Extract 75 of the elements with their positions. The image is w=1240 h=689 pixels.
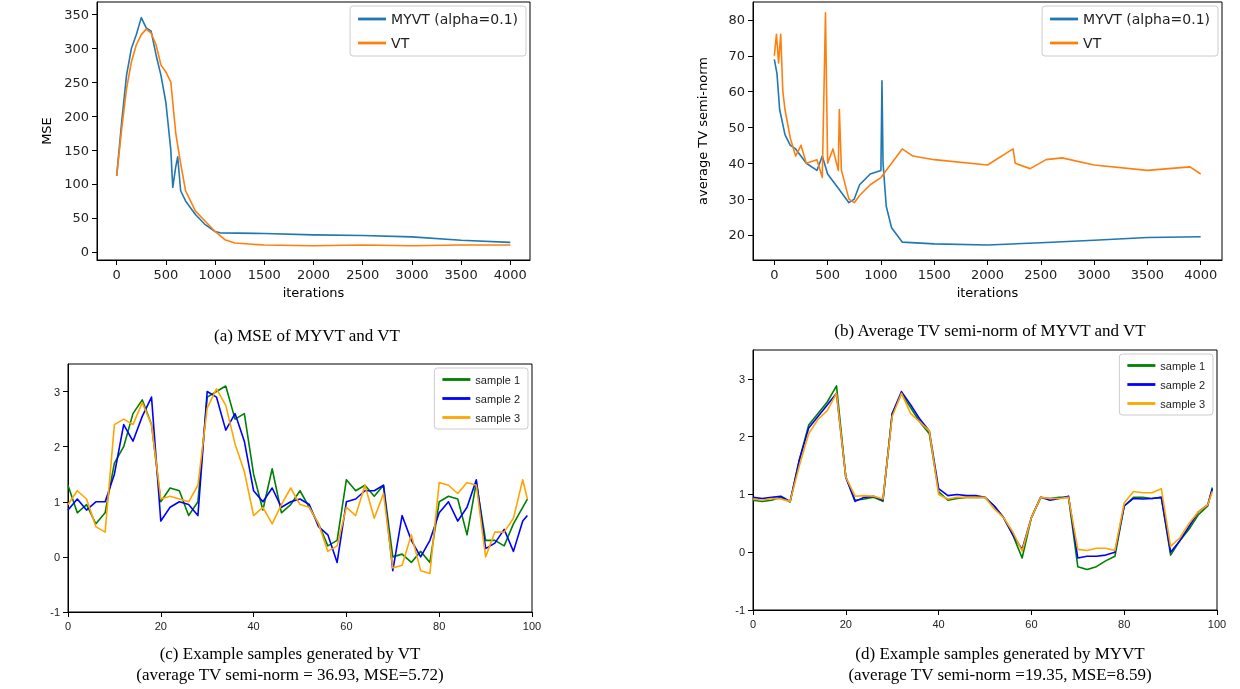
y-tick-label: 1	[53, 495, 60, 508]
x-tick-label: 100	[1207, 617, 1227, 630]
line-series	[773, 58, 1202, 246]
x-tick-label: 0	[112, 267, 121, 282]
legend-label: VT	[391, 35, 410, 51]
x-axis-title: iterations	[282, 285, 345, 300]
y-tick-label: 3	[53, 385, 60, 398]
y-tick-label: 2	[738, 430, 745, 443]
x-tick-label: 3000	[1077, 267, 1111, 282]
y-tick-label: 40	[728, 155, 745, 171]
legend-label: sample 1	[1160, 359, 1206, 372]
x-tick-label: 2500	[346, 267, 380, 282]
x-tick-label: 80	[433, 619, 446, 632]
x-tick-label: 1000	[198, 267, 232, 282]
y-tick-label: 300	[64, 40, 89, 56]
y-tick-label: 3	[738, 372, 745, 385]
x-tick-label: 2500	[1024, 267, 1058, 282]
text: (average TV semi-norm =19.35, MSE=8.59)	[848, 664, 1152, 684]
y-axis-title: MSE	[39, 117, 54, 145]
text: (b) Average TV semi-norm of MYVT and VT	[834, 320, 1147, 340]
y-axis-title: average TV semi-norm	[695, 56, 710, 206]
x-tick-label: 60	[1025, 617, 1038, 630]
y-tick-label: 250	[64, 74, 89, 90]
x-tick-label: 20	[154, 619, 167, 632]
x-tick-label: 2000	[296, 267, 331, 282]
y-tick-label: 350	[64, 6, 89, 22]
text: (c) Example samples generated by VT	[159, 643, 421, 663]
y-tick-label: 30	[728, 191, 745, 207]
y-tick-label: 0	[738, 546, 745, 559]
y-tick-label: 1	[738, 488, 745, 501]
x-tick-label: 4000	[1184, 267, 1218, 282]
x-tick-label: 0	[749, 617, 757, 630]
x-tick-label: 40	[932, 617, 945, 630]
x-tick-label: 4000	[493, 267, 527, 282]
x-tick-label: 80	[1118, 617, 1131, 630]
x-tick-label: 500	[815, 267, 841, 282]
x-tick-label: 40	[247, 619, 260, 632]
legend-label: sample 2	[1160, 378, 1206, 391]
x-tick-label: 1500	[917, 267, 951, 282]
legend-label: MYVT (alpha=0.1)	[1083, 11, 1210, 27]
x-tick-label: 20	[839, 617, 852, 630]
y-tick-label: 80	[728, 12, 745, 28]
x-tick-label: 1500	[247, 267, 281, 282]
legend-label: VT	[1083, 35, 1102, 51]
y-tick-label: -1	[735, 604, 745, 616]
text: (average TV semi-norm = 36.93, MSE=5.72)	[136, 664, 444, 684]
y-tick-label: 150	[64, 142, 89, 158]
legend-label: sample 3	[1160, 397, 1206, 410]
x-tick-label: 1000	[864, 267, 898, 282]
x-tick-label: 3000	[395, 267, 429, 282]
x-tick-label: 3500	[444, 267, 478, 282]
y-tick-label: 60	[728, 84, 745, 100]
y-tick-label: -1	[50, 606, 60, 618]
y-tick-label: 200	[64, 108, 89, 124]
y-tick-label: 50	[728, 119, 745, 135]
legend-label: sample 2	[475, 392, 521, 405]
x-axis-title: iterations	[956, 285, 1019, 300]
x-tick-label: 2000	[970, 267, 1005, 282]
text: (a) MSE of MYVT and VT	[214, 325, 401, 345]
text: (d) Example samples generated by MYVT	[855, 643, 1146, 663]
x-tick-label: 3500	[1130, 267, 1164, 282]
y-tick-label: 20	[728, 227, 745, 243]
x-tick-label: 100	[522, 619, 542, 632]
y-tick-label: 50	[72, 210, 89, 226]
legend-label: sample 1	[475, 373, 521, 386]
legend-label: sample 3	[475, 411, 521, 424]
legend-label: MYVT (alpha=0.1)	[391, 11, 518, 27]
x-tick-label: 500	[153, 267, 179, 282]
y-tick-label: 70	[728, 48, 745, 64]
y-tick-label: 0	[53, 550, 60, 563]
y-tick-label: 0	[80, 244, 89, 260]
x-tick-label: 0	[770, 267, 779, 282]
y-tick-label: 2	[53, 440, 60, 453]
x-tick-label: 60	[340, 619, 353, 632]
y-tick-label: 100	[64, 176, 89, 192]
